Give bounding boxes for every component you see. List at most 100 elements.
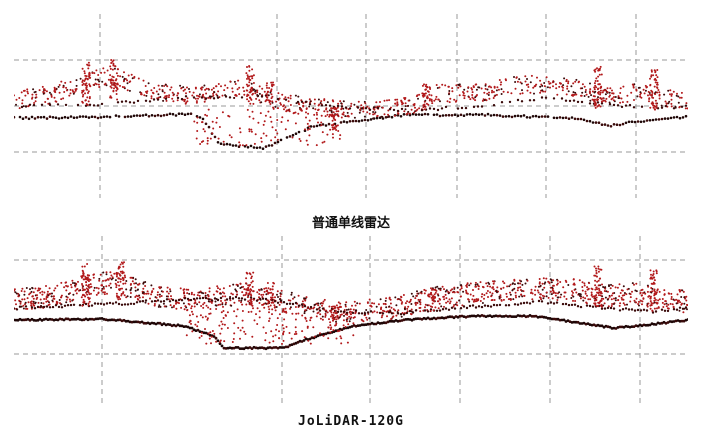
- lidar-point: [572, 82, 575, 85]
- lidar-point: [337, 115, 340, 118]
- lidar-point: [216, 96, 220, 99]
- lidar-point: [597, 270, 600, 273]
- lidar-point: [627, 120, 631, 124]
- lidar-point: [357, 312, 361, 315]
- lidar-point: [639, 309, 643, 312]
- lidar-point: [545, 76, 548, 79]
- lidar-point: [539, 293, 542, 296]
- lidar-point: [315, 315, 318, 318]
- lidar-point: [441, 285, 444, 288]
- lidar-point: [248, 65, 251, 68]
- lidar-point: [184, 305, 187, 308]
- lidar-point: [274, 296, 276, 299]
- lidar-point: [330, 111, 333, 114]
- lidar-point: [188, 326, 192, 330]
- lidar-point: [587, 287, 590, 290]
- lidar-point: [512, 315, 516, 318]
- lidar-point: [585, 302, 588, 305]
- lidar-point: [265, 134, 268, 137]
- lidar-point: [519, 81, 522, 84]
- lidar-point: [432, 295, 435, 297]
- point-cloud: [14, 261, 688, 351]
- lidar-point: [410, 308, 413, 311]
- lidar-point: [46, 290, 49, 293]
- lidar-point: [294, 330, 297, 333]
- lidar-point: [492, 282, 495, 285]
- lidar-point: [495, 93, 498, 96]
- lidar-point: [491, 292, 494, 295]
- lidar-point: [253, 319, 256, 322]
- lidar-point: [24, 116, 28, 119]
- lidar-point: [656, 91, 659, 94]
- lidar-point: [190, 305, 193, 308]
- lidar-point: [95, 69, 98, 72]
- lidar-point: [84, 84, 87, 87]
- lidar-point: [109, 85, 112, 88]
- lidar-point: [221, 323, 224, 326]
- lidar-point: [658, 290, 661, 293]
- lidar-point: [327, 122, 331, 126]
- lidar-point: [469, 282, 472, 285]
- lidar-point: [278, 330, 280, 333]
- lidar-point: [50, 94, 53, 97]
- lidar-point: [540, 300, 544, 303]
- lidar-point: [402, 113, 406, 116]
- lidar-point: [30, 302, 33, 305]
- lidar-point: [600, 123, 604, 126]
- lidar-point: [605, 290, 608, 293]
- lidar-point: [117, 302, 121, 306]
- lidar-point: [436, 300, 439, 303]
- lidar-point: [479, 281, 482, 284]
- lidar-point: [282, 327, 285, 330]
- lidar-point: [249, 144, 253, 148]
- lidar-point: [647, 94, 649, 97]
- lidar-point: [685, 299, 688, 302]
- lidar-point: [275, 100, 278, 103]
- lidar-point: [118, 289, 121, 292]
- lidar-point: [260, 101, 263, 104]
- lidar-point: [449, 300, 452, 303]
- lidar-point: [353, 116, 356, 119]
- lidar-point: [516, 303, 520, 306]
- lidar-point: [567, 303, 571, 307]
- lidar-point: [621, 289, 624, 292]
- lidar-point: [340, 105, 344, 108]
- lidar-point: [484, 83, 487, 86]
- lidar-point: [344, 303, 347, 306]
- lidar-point: [195, 101, 198, 104]
- lidar-point: [375, 116, 379, 120]
- lidar-point: [276, 324, 279, 326]
- lidar-point: [132, 276, 135, 279]
- lidar-point: [248, 81, 251, 84]
- lidar-point: [158, 321, 162, 325]
- lidar-point: [249, 296, 253, 299]
- lidar-point: [617, 299, 620, 301]
- lidar-point: [169, 88, 172, 91]
- lidar-point: [602, 286, 605, 288]
- lidar-point: [633, 83, 636, 86]
- lidar-point: [34, 100, 37, 103]
- lidar-point: [39, 287, 42, 290]
- lidar-point: [268, 317, 271, 320]
- lidar-point: [98, 80, 101, 83]
- lidar-point: [112, 62, 115, 65]
- lidar-point: [297, 312, 300, 315]
- lidar-point: [560, 97, 564, 100]
- lidar-point: [195, 137, 198, 140]
- lidar-point: [423, 292, 426, 295]
- lidar-point: [572, 299, 574, 302]
- lidar-point: [204, 88, 207, 91]
- lidar-point: [419, 303, 422, 306]
- lidar-point: [416, 301, 419, 304]
- lidar-point: [103, 71, 106, 74]
- lidar-point: [672, 116, 676, 119]
- lidar-point: [633, 120, 637, 124]
- lidar-point: [267, 287, 270, 290]
- lidar-point: [81, 115, 85, 118]
- lidar-point: [665, 302, 668, 305]
- lidar-point: [332, 111, 335, 114]
- lidar-point: [580, 100, 584, 104]
- lidar-point: [185, 334, 188, 337]
- lidar-point: [182, 289, 185, 291]
- lidar-point: [86, 276, 89, 279]
